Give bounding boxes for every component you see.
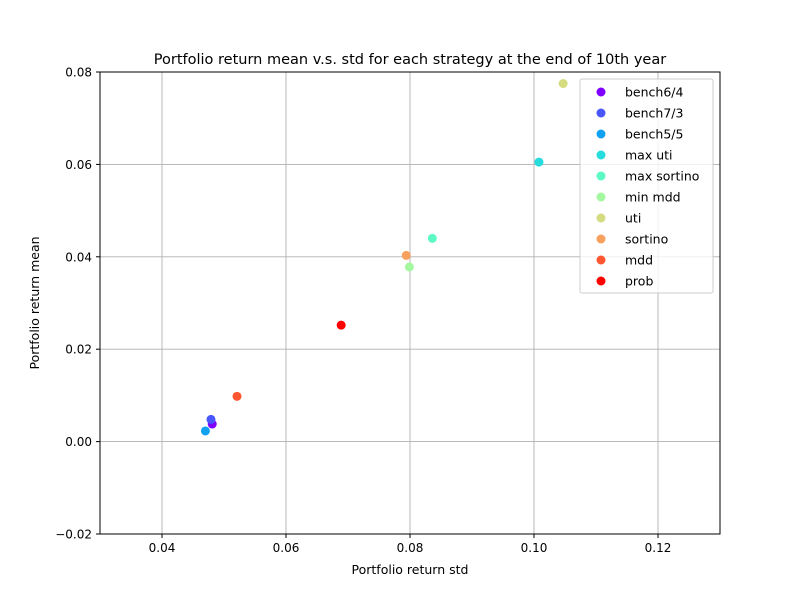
y-axis-label: Portfolio return mean xyxy=(27,236,42,369)
legend-label: prob xyxy=(625,274,653,289)
y-tick-label: 0.08 xyxy=(65,66,92,80)
axis-ticks: 0.04 0.06 0.08 0.10 0.12 −0.02 0.00 0.02 0.04 0.0… xyxy=(55,66,671,556)
legend-label: bench7/3 xyxy=(625,106,683,121)
legend-marker xyxy=(596,150,606,160)
legend-label: bench5/5 xyxy=(625,127,683,142)
legend-label: uti xyxy=(625,211,641,226)
x-tick-label: 0.06 xyxy=(273,541,300,555)
legend-marker xyxy=(596,213,606,223)
y-tick-label: 0.04 xyxy=(65,250,92,264)
legend-marker xyxy=(596,192,606,202)
legend-label: min mdd xyxy=(625,190,681,205)
legend-marker xyxy=(596,87,606,97)
scatter-points xyxy=(200,79,568,436)
legend-marker xyxy=(596,129,606,139)
y-tick-label: 0.06 xyxy=(65,158,92,172)
legend-box xyxy=(579,78,714,294)
scatter-point xyxy=(534,157,544,167)
legend-label: mdd xyxy=(625,253,653,268)
scatter-point xyxy=(427,233,437,243)
scatter-point xyxy=(232,391,242,401)
legend-marker xyxy=(596,171,606,181)
legend-label: max sortino xyxy=(625,169,699,184)
legend: bench6/4 bench7/3 bench5/5 max uti max sorti… xyxy=(579,78,714,294)
x-tick-label: 0.08 xyxy=(397,541,424,555)
legend-marker xyxy=(596,276,606,286)
legend-marker xyxy=(596,108,606,118)
legend-label: max uti xyxy=(625,148,673,163)
x-tick-label: 0.12 xyxy=(645,541,672,555)
legend-label: sortino xyxy=(625,232,668,247)
scatter-point xyxy=(401,250,411,260)
y-tick-label: 0.00 xyxy=(65,435,92,449)
legend-label: bench6/4 xyxy=(625,85,684,100)
x-axis-label: Portfolio return std xyxy=(352,562,469,577)
x-tick-label: 0.10 xyxy=(521,541,548,555)
legend-marker xyxy=(596,255,606,265)
scatter-point xyxy=(206,414,216,424)
scatter-point xyxy=(558,79,568,89)
scatter-point xyxy=(404,262,414,272)
y-tick-label: 0.02 xyxy=(65,343,92,357)
legend-marker xyxy=(596,234,606,244)
y-tick-label: −0.02 xyxy=(55,528,92,542)
scatter-point xyxy=(336,320,346,330)
x-tick-label: 0.04 xyxy=(149,541,176,555)
chart-title: Portfolio return mean v.s. std for each … xyxy=(154,52,666,68)
legend-items: bench6/4 bench7/3 bench5/5 max uti max sorti… xyxy=(596,85,699,289)
scatter-point xyxy=(200,426,210,436)
